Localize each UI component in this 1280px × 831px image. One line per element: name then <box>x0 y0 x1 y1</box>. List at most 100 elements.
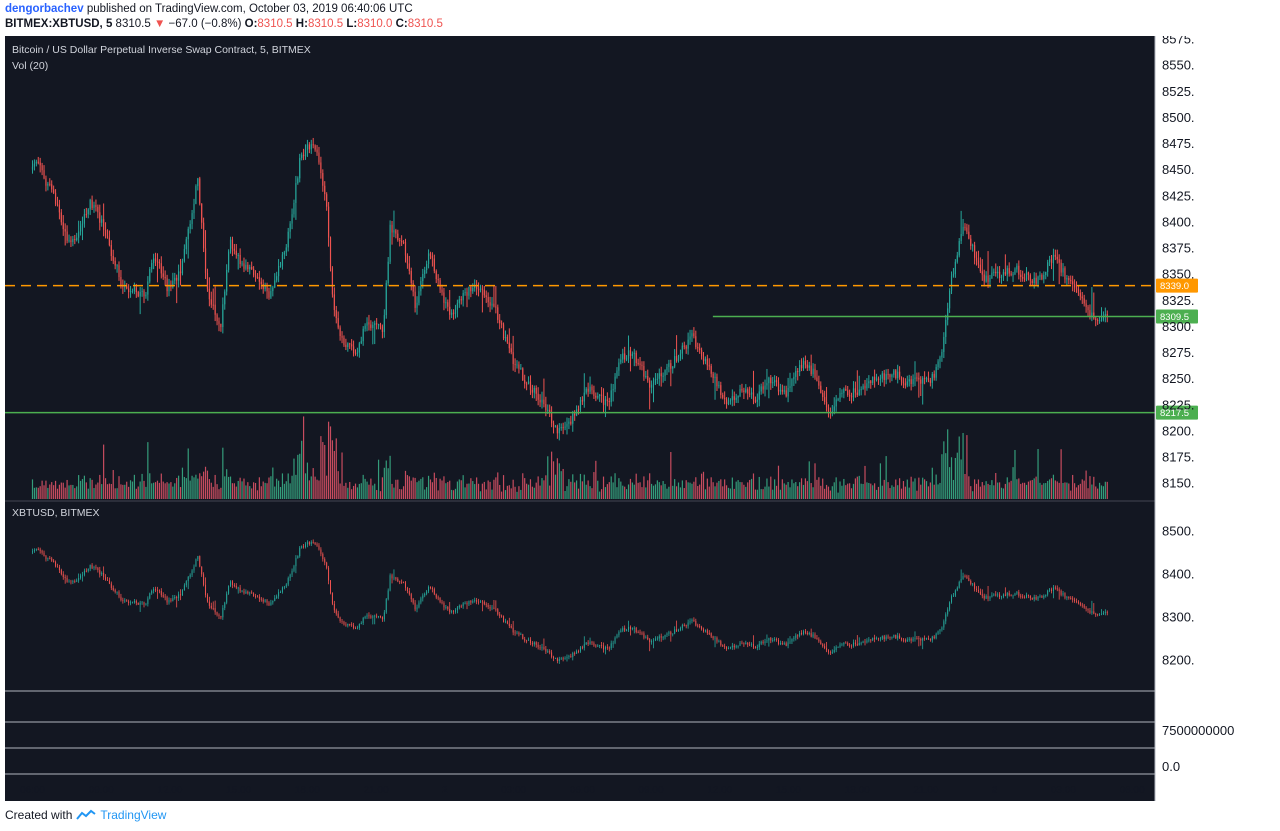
candle-body <box>1010 273 1012 275</box>
sub-candle-body <box>372 616 374 618</box>
candle-body <box>718 385 720 387</box>
candle-body <box>312 144 314 146</box>
sub-candle-body <box>756 647 758 649</box>
sub-candle-body <box>653 640 655 642</box>
tradingview-brand[interactable]: TradingView <box>100 808 167 822</box>
price-line-label: 8309.5 <box>1160 312 1189 323</box>
candle-body <box>502 324 505 339</box>
sub-candle-body <box>439 597 441 602</box>
sub-candle-body <box>587 642 589 644</box>
volume-bar <box>602 476 605 499</box>
sub-candle-body <box>802 631 804 635</box>
candle-body <box>70 240 72 242</box>
candle-body <box>972 245 974 247</box>
volume-bar <box>856 476 858 499</box>
sub-candle-body <box>574 652 576 654</box>
candle-body <box>841 392 843 394</box>
sub-candle-body <box>47 558 49 560</box>
candle-body <box>939 357 941 362</box>
volume-bar <box>741 482 743 499</box>
sub-candle-body <box>779 643 781 644</box>
main-pane[interactable] <box>5 137 1155 499</box>
sub-candle-body <box>1087 608 1089 611</box>
sub-candle-body <box>633 627 635 629</box>
volume-bar <box>904 486 906 499</box>
volume-bar <box>1008 482 1010 499</box>
volume-bar <box>1041 484 1043 499</box>
volume-bar <box>154 482 157 499</box>
volume-bar <box>1093 476 1095 499</box>
volume-bar <box>191 475 193 499</box>
candle-body <box>104 229 107 236</box>
sub-candle-body <box>470 600 472 603</box>
candle-body <box>820 385 822 393</box>
sub-candle-body <box>447 607 449 609</box>
sub-candle-body <box>902 639 904 641</box>
volume-bar <box>279 486 282 499</box>
sub-candle-body <box>885 636 887 640</box>
candle-body <box>172 280 174 288</box>
chart-canvas[interactable]: 8339.08309.58217.58150.8175.8200.8225.82… <box>0 36 1280 801</box>
candle-body <box>889 374 891 378</box>
candle-body <box>249 266 251 270</box>
sub-candle-body <box>960 579 962 582</box>
sub-candle-body <box>208 601 210 606</box>
candle-body <box>527 381 530 384</box>
sub-candle-body <box>1039 595 1041 597</box>
sub-candle-body <box>339 617 341 621</box>
candle-body <box>418 291 420 303</box>
sub-candle-body <box>977 589 979 592</box>
close-value: 8310.5 <box>407 18 443 30</box>
sub-candle-body <box>704 630 706 632</box>
sub-candle-body <box>708 633 710 634</box>
volume-bar <box>391 483 393 499</box>
volume-bar <box>389 455 391 499</box>
volume-bar <box>327 421 330 499</box>
volume-bar <box>739 482 741 499</box>
sub-candle-body <box>664 634 666 638</box>
candle-body <box>722 394 724 398</box>
sub-candle-body <box>1006 593 1008 596</box>
candle-body <box>906 381 908 386</box>
sub-candle-body <box>735 646 737 648</box>
sub-candle-body <box>568 656 570 658</box>
volume-bar <box>439 478 441 499</box>
candle-body <box>993 271 995 273</box>
candle-body <box>391 224 393 233</box>
candle-body <box>1102 316 1105 320</box>
volume-bar <box>847 483 849 499</box>
candle-body <box>1083 298 1085 304</box>
author-link[interactable]: dengorbachev <box>5 3 84 15</box>
candle-body <box>1064 268 1066 280</box>
sub-candle-body <box>678 630 680 632</box>
sub-candle-body <box>616 635 618 638</box>
sub-candle-body <box>618 631 620 636</box>
candle-body <box>881 373 883 379</box>
sub-candle-body <box>395 577 397 579</box>
down-arrow-icon: ▼ <box>153 18 166 30</box>
candle-body <box>556 426 558 434</box>
candle-body <box>558 428 560 434</box>
volume-bar <box>366 481 368 499</box>
sub-candle-body <box>1014 593 1016 596</box>
sub-candle-body <box>383 612 385 620</box>
sub-candle-body <box>287 578 289 585</box>
candle-body <box>464 292 466 294</box>
sub-candle-body <box>256 596 258 598</box>
sub-candle-body <box>308 542 310 545</box>
candle-body <box>141 290 143 292</box>
sub-candle-body <box>491 607 493 609</box>
candle-body <box>656 378 658 380</box>
sub-candle-body <box>629 626 631 630</box>
sub-candle-body <box>349 623 351 625</box>
volume-bar <box>370 478 372 499</box>
sub-candle-body <box>379 616 381 618</box>
volume-bar <box>1006 477 1008 499</box>
sub-pane[interactable] <box>31 539 1108 664</box>
candle-body <box>777 382 780 392</box>
candle-body <box>66 231 68 241</box>
sub-candle-body <box>262 599 264 602</box>
candle-body <box>587 388 589 392</box>
volume-bar <box>1077 485 1080 499</box>
candle-body <box>458 299 460 304</box>
